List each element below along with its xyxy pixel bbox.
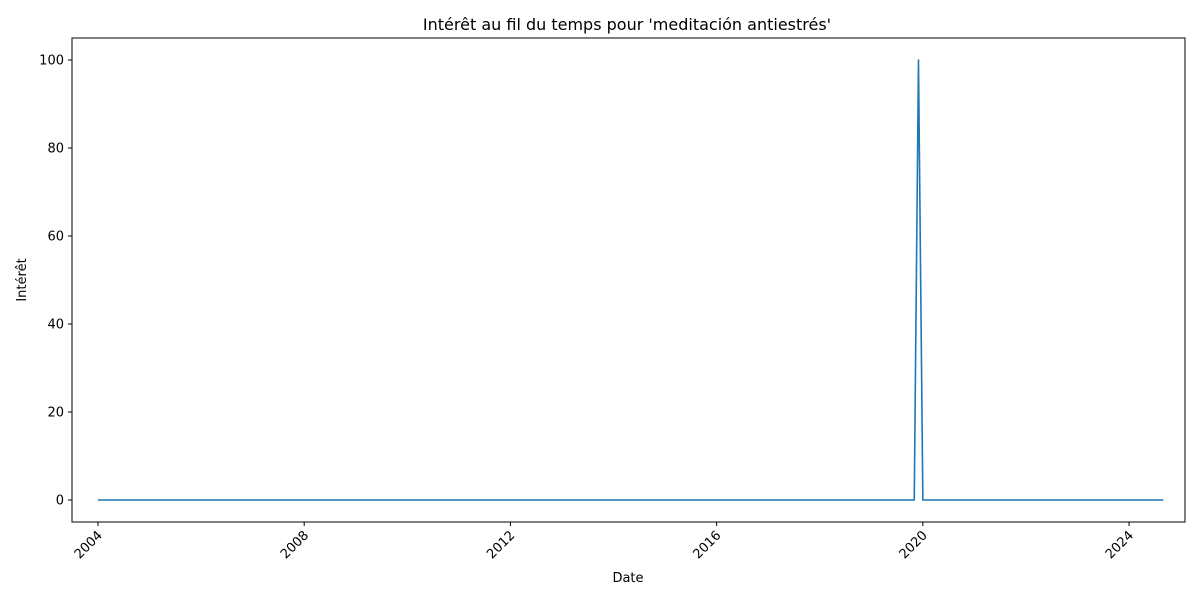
y-tick-label: 0 [56, 494, 64, 509]
y-tick-label: 40 [47, 318, 64, 333]
chart-title: Intérêt au fil du temps pour 'meditación… [423, 15, 831, 34]
x-axis-title: Date [612, 571, 643, 586]
x-tick-label: 2016 [690, 528, 724, 562]
series-line-0 [97, 59, 1164, 501]
plot-frame [71, 37, 1186, 523]
y-tick-label: 60 [47, 230, 64, 245]
x-tick-label: 2012 [484, 528, 518, 562]
y-tick-label: 20 [47, 406, 64, 421]
x-tick-label: 2024 [1103, 528, 1137, 562]
y-axis-title: Intérêt [15, 258, 30, 301]
x-tick-label: 2020 [897, 528, 931, 562]
y-tick-label: 100 [39, 54, 64, 69]
x-tick-label: 2004 [72, 528, 106, 562]
y-tick-label: 80 [47, 142, 64, 157]
x-tick-label: 2008 [278, 528, 312, 562]
